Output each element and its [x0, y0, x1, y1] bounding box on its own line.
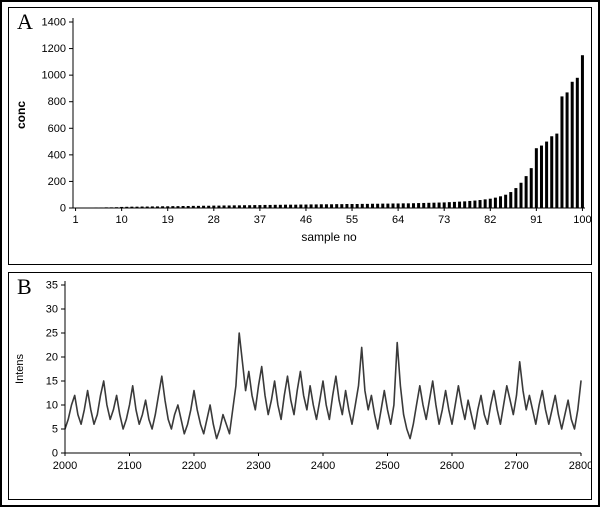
svg-text:2400: 2400	[311, 460, 335, 472]
svg-text:Intens: Intens	[14, 354, 26, 384]
svg-text:800: 800	[48, 96, 66, 108]
svg-text:600: 600	[48, 123, 66, 135]
svg-text:46: 46	[300, 214, 312, 226]
svg-text:2800: 2800	[569, 460, 592, 472]
svg-text:1200: 1200	[42, 43, 66, 55]
svg-text:30: 30	[46, 304, 58, 316]
svg-text:100: 100	[573, 214, 591, 226]
svg-text:82: 82	[484, 214, 496, 226]
svg-text:2300: 2300	[246, 460, 270, 472]
svg-text:2600: 2600	[440, 460, 464, 472]
panel-b-label: B	[17, 274, 32, 299]
svg-text:2700: 2700	[504, 460, 528, 472]
svg-text:73: 73	[438, 214, 450, 226]
svg-text:15: 15	[46, 376, 58, 388]
svg-text:0: 0	[52, 448, 58, 460]
bar-chart-conc-svg: 0 200 400 600 800 1000 1200 1400 1 10 19 28 37 46 55 64…	[14, 17, 591, 245]
svg-text:37: 37	[254, 214, 266, 226]
svg-text:20: 20	[46, 352, 58, 364]
svg-text:5: 5	[52, 424, 58, 436]
svg-text:conc: conc	[14, 101, 28, 129]
svg-text:10: 10	[46, 400, 58, 412]
svg-text:1000: 1000	[42, 70, 66, 82]
svg-text:sample no: sample no	[301, 230, 357, 244]
svg-text:2000: 2000	[53, 460, 77, 472]
panel-a: A 0 200 400 600 800 1000 1200 1400 1 10 19 28 37 46 55…	[8, 7, 592, 265]
svg-text:2200: 2200	[182, 460, 206, 472]
svg-text:1: 1	[72, 214, 78, 226]
svg-text:55: 55	[346, 214, 358, 226]
svg-text:35: 35	[46, 280, 58, 292]
panel-a-label: A	[17, 9, 33, 34]
svg-text:91: 91	[530, 214, 542, 226]
svg-text:25: 25	[46, 328, 58, 340]
svg-text:400: 400	[48, 149, 66, 161]
svg-text:200: 200	[48, 176, 66, 188]
svg-text:2100: 2100	[117, 460, 141, 472]
svg-text:2500: 2500	[375, 460, 399, 472]
svg-text:1400: 1400	[42, 17, 66, 29]
panel-b: B 0 5 10 15 20 25 30 35 2000 2100 2200 2300 2400 2500…	[8, 272, 592, 500]
line-chart-intens-svg: 0 5 10 15 20 25 30 35 2000 2100 2200 2300 2400 2500 26…	[14, 280, 592, 473]
svg-text:10: 10	[116, 214, 128, 226]
svg-text:0: 0	[60, 203, 66, 215]
svg-text:28: 28	[208, 214, 220, 226]
svg-text:64: 64	[392, 214, 404, 226]
svg-text:19: 19	[162, 214, 174, 226]
